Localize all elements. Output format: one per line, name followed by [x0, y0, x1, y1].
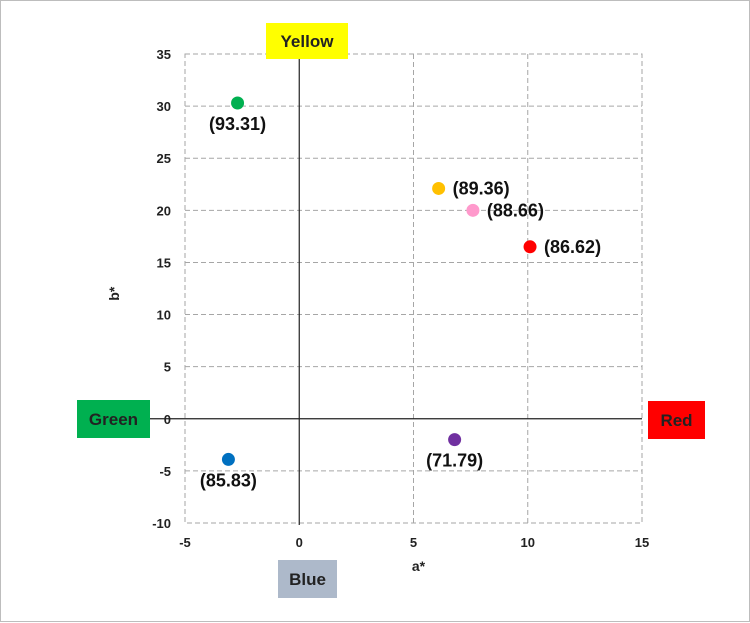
data-label: (93.31)	[209, 114, 266, 134]
direction-box	[648, 401, 705, 439]
x-tick-label: 10	[521, 535, 535, 550]
direction-text: Green	[89, 410, 138, 429]
x-tick-label: 5	[410, 535, 417, 550]
direction-box	[77, 400, 150, 438]
axes	[149, 41, 642, 525]
y-tick-label: 10	[157, 308, 171, 323]
data-point	[523, 240, 537, 254]
y-tick-label: 5	[164, 360, 171, 375]
direction-box	[266, 23, 348, 59]
direction-labels: Yellow Red Green Blue	[77, 23, 705, 598]
y-tick-label: 35	[157, 47, 171, 62]
y-axis-label: b*	[106, 286, 122, 301]
data-label: (89.36)	[453, 178, 510, 198]
y-tick-label: 25	[157, 151, 171, 166]
direction-box	[278, 560, 337, 598]
data-point	[221, 452, 235, 466]
direction-text: Yellow	[281, 32, 335, 51]
y-tick-label: 15	[157, 255, 171, 270]
x-tick-label: 15	[635, 535, 649, 550]
direction-text: Red	[660, 411, 692, 430]
data-label: (85.83)	[200, 470, 257, 490]
direction-label-right: Red	[648, 401, 705, 439]
x-axis-label: a*	[412, 558, 426, 574]
direction-label-bottom: Blue	[278, 560, 337, 598]
data-point	[432, 181, 446, 195]
y-tick-label: 30	[157, 99, 171, 114]
direction-label-left: Green	[77, 400, 150, 438]
y-tick-label: 20	[157, 203, 171, 218]
direction-text: Blue	[289, 570, 326, 589]
grid-lines	[184, 53, 643, 524]
data-point	[231, 96, 245, 110]
x-tick-label: -5	[179, 535, 191, 550]
data-points: (93.31) (89.36)(88.66)(86.62) (71.79) (85.8…	[200, 96, 601, 490]
y-tick-label: -10	[152, 516, 171, 531]
data-label: (86.62)	[544, 237, 601, 257]
direction-label-top: Yellow	[266, 23, 348, 59]
y-tick-label: 0	[164, 412, 171, 427]
x-tick-label: 0	[296, 535, 303, 550]
data-label: (71.79)	[426, 451, 483, 471]
tick-labels: -10 -5 0 5 10 15 20 25 30 35 -5 0 5 10 15	[152, 47, 649, 550]
data-label: (88.66)	[487, 200, 544, 220]
data-point	[466, 203, 480, 217]
data-point	[448, 433, 462, 447]
y-tick-label: -5	[159, 464, 171, 479]
